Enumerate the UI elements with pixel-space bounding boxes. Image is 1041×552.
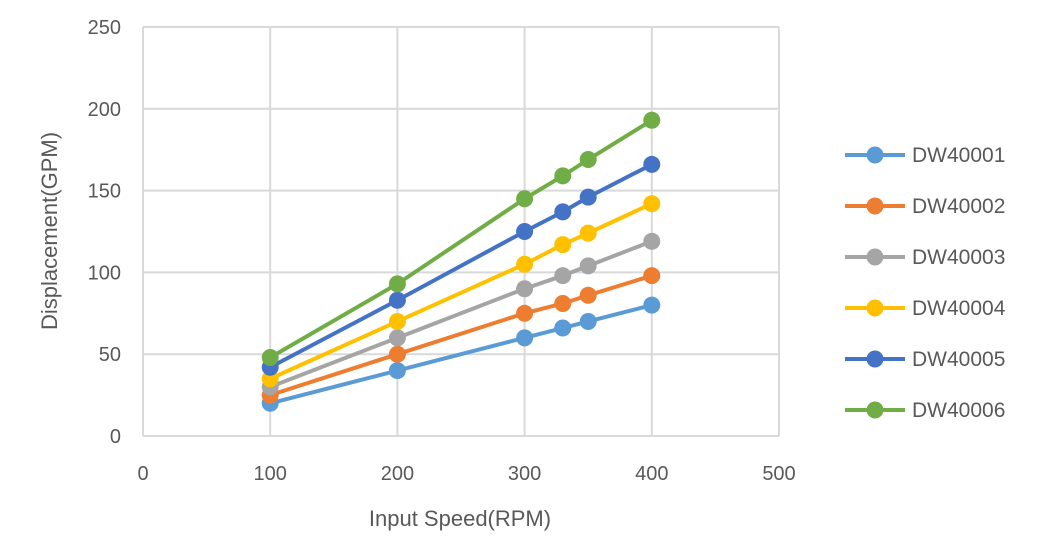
legend-item: DW40005: [845, 348, 1005, 371]
tick-labels: 0 50 100 150 200 250 0 100 200 300 400 500: [88, 17, 796, 485]
legend-marker: [866, 248, 884, 266]
legend-label: DW40004: [912, 297, 1006, 320]
gridlines: [142, 26, 780, 437]
data-point: [554, 319, 572, 337]
y-tick-label: 250: [88, 17, 121, 39]
x-tick-label: 100: [254, 463, 287, 485]
data-point: [516, 223, 534, 240]
data-point: [388, 329, 406, 347]
data-point: [554, 167, 572, 185]
data-point: [579, 257, 597, 275]
legend-label: DW40003: [912, 246, 1005, 269]
data-point: [643, 296, 661, 314]
data-point: [388, 275, 406, 293]
data-point: [388, 291, 406, 309]
legend-label: DW40001: [912, 144, 1005, 167]
data-point: [388, 345, 406, 363]
series-line: [269, 162, 653, 370]
y-tick-label: 50: [99, 344, 121, 366]
series-line: [269, 118, 653, 360]
series-DW40002: [261, 267, 661, 404]
data-point: [643, 111, 661, 129]
series-line: [269, 273, 653, 398]
data-point: [554, 294, 572, 312]
series-DW40006: [261, 111, 661, 366]
legend-marker: [866, 350, 884, 368]
data-point: [643, 232, 661, 250]
y-tick-label: 200: [88, 99, 121, 121]
data-point: [516, 190, 534, 208]
legend: DW40001 DW40002 DW40003 DW40004 DW40005 DW400…: [845, 144, 1006, 422]
data-point: [579, 188, 597, 206]
data-point: [516, 255, 534, 273]
x-tick-label: 200: [381, 463, 414, 485]
data-point: [554, 267, 572, 285]
legend-item: DW40002: [845, 195, 1005, 218]
data-point: [516, 280, 534, 298]
y-tick-label: 150: [88, 181, 121, 203]
legend-marker: [866, 146, 884, 164]
data-point: [554, 236, 572, 254]
data-point: [579, 286, 597, 304]
data-point: [516, 304, 534, 322]
data-point: [388, 362, 406, 380]
legend-item: DW40004: [845, 297, 1006, 320]
data-point: [516, 329, 534, 347]
series-line: [269, 303, 653, 406]
x-tick-label: 500: [762, 463, 795, 485]
legend-marker: [866, 401, 884, 419]
x-tick-label: 400: [635, 463, 668, 485]
series-line: [269, 201, 653, 381]
series-layer: [261, 111, 661, 412]
y-tick-label: 0: [110, 426, 121, 448]
legend-item: DW40001: [845, 144, 1005, 167]
x-axis-title: Input Speed(RPM): [369, 506, 551, 531]
data-point: [643, 267, 661, 285]
legend-marker: [866, 299, 884, 317]
legend-item: DW40006: [845, 399, 1005, 422]
y-axis-title: Displacement(GPM): [37, 132, 62, 330]
data-point: [643, 195, 661, 213]
legend-marker: [866, 197, 884, 215]
data-point: [579, 312, 597, 330]
data-point: [579, 151, 597, 169]
series-line: [269, 239, 653, 389]
x-tick-label: 300: [508, 463, 541, 485]
series-DW40005: [261, 155, 661, 376]
data-point: [554, 203, 572, 221]
legend-label: DW40006: [912, 399, 1005, 422]
data-point: [579, 224, 597, 242]
series-DW40003: [261, 232, 661, 396]
legend-label: DW40002: [912, 195, 1005, 218]
data-point: [261, 348, 279, 366]
data-point: [388, 312, 406, 330]
legend-label: DW40005: [912, 348, 1005, 371]
legend-item: DW40003: [845, 246, 1005, 269]
x-tick-label: 0: [137, 463, 148, 485]
data-point: [643, 155, 661, 173]
y-tick-label: 100: [88, 262, 121, 284]
